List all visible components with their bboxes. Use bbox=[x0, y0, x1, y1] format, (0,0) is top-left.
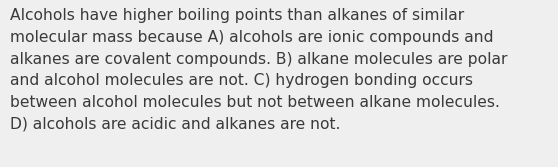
Text: Alcohols have higher boiling points than alkanes of similar
molecular mass becau: Alcohols have higher boiling points than… bbox=[10, 8, 507, 131]
